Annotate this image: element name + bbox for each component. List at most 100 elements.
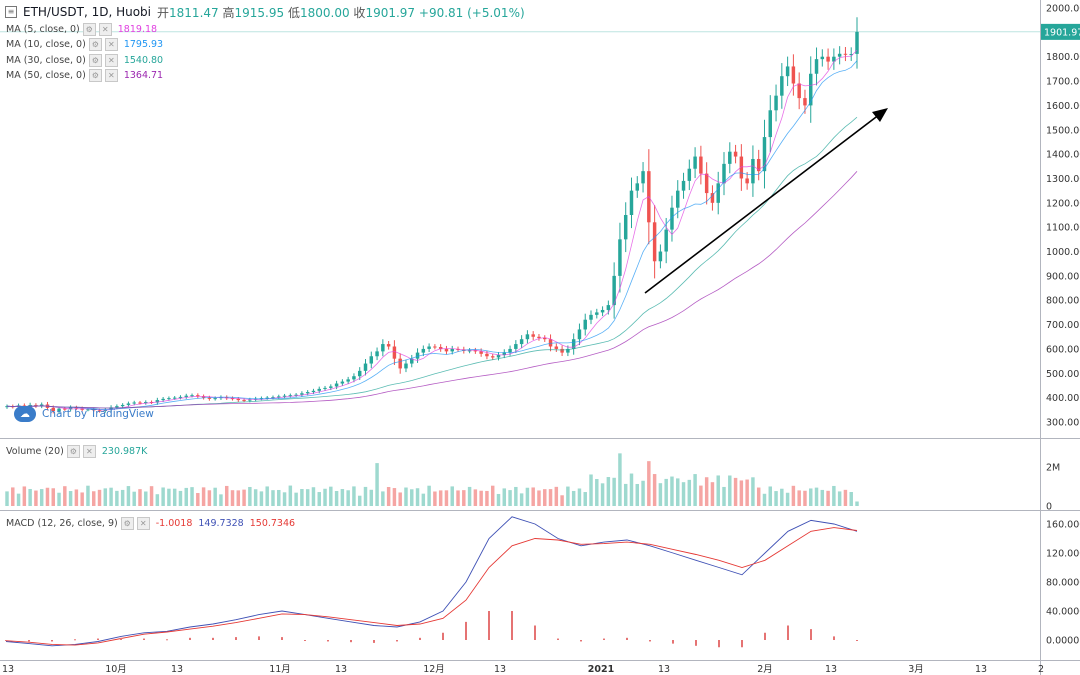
candle-body [837, 53, 842, 57]
macd-hist-bar [281, 637, 283, 640]
candle-body [363, 363, 368, 371]
x-tick-label: 13 [825, 664, 837, 675]
volume-bar [450, 486, 454, 506]
candle-body [537, 336, 541, 338]
macd-hist-bar [396, 640, 398, 642]
x-tick-label: 13 [494, 664, 506, 675]
candle-body [664, 229, 668, 252]
volume-bar [710, 482, 715, 506]
volume-bar [433, 491, 437, 506]
close-value: 1901.97 [365, 5, 416, 20]
macd-hist-bar [74, 639, 76, 641]
candle-body [756, 158, 761, 172]
candle-body [323, 387, 327, 389]
candle-body [161, 398, 165, 401]
volume-bar [357, 495, 362, 506]
candle-body [716, 183, 720, 203]
settings-icon[interactable]: ⚙ [66, 444, 80, 458]
candle-body [704, 173, 709, 194]
candle-body [300, 393, 304, 395]
x-tick-label: 13 [171, 664, 183, 675]
macd-hist-bar [419, 637, 421, 640]
candle-body [172, 397, 177, 399]
volume-bar [745, 479, 749, 506]
macd-histogram [5, 611, 858, 648]
ma10-legend[interactable]: MA (10, close, 0) ⚙ ✕ 1795.93 [6, 37, 163, 51]
candle-body [404, 363, 408, 369]
volume-bar [57, 492, 61, 506]
close-icon[interactable]: ✕ [104, 68, 118, 82]
tradingview-watermark[interactable]: ☁ Chart by TradingView [14, 406, 154, 422]
candle-body [167, 398, 171, 400]
volume-bar [716, 475, 720, 506]
volume-bar [120, 489, 125, 506]
close-icon[interactable]: ✕ [98, 22, 112, 36]
volume-bar [317, 492, 321, 506]
settings-icon[interactable]: ⚙ [88, 68, 102, 82]
candle-body [751, 158, 755, 184]
y-tick-label: 40.0000 [1046, 607, 1080, 618]
candle-body [693, 156, 697, 169]
settings-icon[interactable]: ⚙ [120, 516, 134, 530]
x-tick-label: 10月 [105, 664, 127, 675]
candle-body [606, 305, 611, 310]
candle-body [138, 402, 142, 404]
volume-legend[interactable]: Volume (20) ⚙ ✕ 230.987K [6, 444, 147, 458]
close-icon[interactable]: ✕ [104, 37, 118, 51]
volume-bar [791, 485, 796, 506]
settings-icon[interactable]: ⚙ [82, 22, 96, 36]
volume-bar [751, 477, 755, 506]
candle-body [184, 395, 188, 397]
candle-body [207, 397, 212, 399]
settings-icon[interactable]: ⚙ [88, 37, 102, 51]
candle-body [51, 407, 55, 412]
x-tick-label: 3月 [908, 664, 924, 675]
volume-bar [600, 483, 605, 506]
ma30-legend[interactable]: MA (30, close, 0) ⚙ ✕ 1540.80 [6, 53, 163, 67]
macd-legend[interactable]: MACD (12, 26, close, 9) ⚙ ✕ -1.0018 149.7… [6, 516, 295, 530]
close-icon[interactable]: ✕ [104, 53, 118, 67]
close-icon[interactable]: ✕ [136, 516, 150, 530]
candle-body [635, 183, 640, 191]
volume-value: 230.987K [101, 445, 148, 457]
ma50-legend[interactable]: MA (50, close, 0) ⚙ ✕ 1364.71 [6, 68, 163, 82]
volume-bar [248, 486, 252, 506]
volume-bar [508, 490, 512, 506]
y-tick-label: 1100.00 [1046, 223, 1080, 234]
candle-body [566, 348, 570, 353]
ma30-label: MA (30, close, 0) [6, 54, 86, 66]
volume-bar [490, 485, 495, 506]
ma50-value: 1364.71 [123, 69, 164, 81]
macd-hist-bar [718, 640, 720, 648]
volume-bar [196, 493, 200, 506]
chart-header: ≡ ETH/USDT, 1D, Huobi 开1811.47 高1915.95 … [0, 0, 525, 24]
y-tick-label: 800.00 [1046, 296, 1079, 307]
volume-bar [641, 480, 645, 506]
volume-bar [438, 490, 443, 506]
ma5-legend[interactable]: MA (5, close, 0) ⚙ ✕ 1819.18 [6, 22, 157, 36]
volume-bar [595, 479, 599, 506]
volume-bar [554, 486, 559, 506]
candle-body [398, 358, 402, 369]
ma30-value: 1540.80 [123, 54, 164, 66]
volume-bar [277, 489, 281, 506]
close-icon[interactable]: ✕ [82, 444, 96, 458]
candle-body [490, 356, 495, 358]
low-value: 1800.00 [299, 5, 350, 20]
volume-bar [92, 491, 96, 506]
symbol-title[interactable]: ETH/USDT, 1D, Huobi [23, 5, 152, 19]
volume-bar [132, 491, 136, 506]
candle-body [780, 76, 784, 96]
symbol-menu-icon[interactable]: ≡ [5, 6, 17, 18]
settings-icon[interactable]: ⚙ [88, 53, 102, 67]
candle-body [623, 215, 628, 240]
volume-bar [115, 490, 119, 506]
candle-body [196, 395, 200, 397]
macd-hist-bar [488, 611, 490, 640]
volume-bar [785, 492, 790, 506]
candle-body [68, 407, 73, 410]
volume-bar [485, 490, 489, 506]
candle-body [346, 379, 350, 382]
y-tick-label: 1300.00 [1046, 174, 1080, 185]
